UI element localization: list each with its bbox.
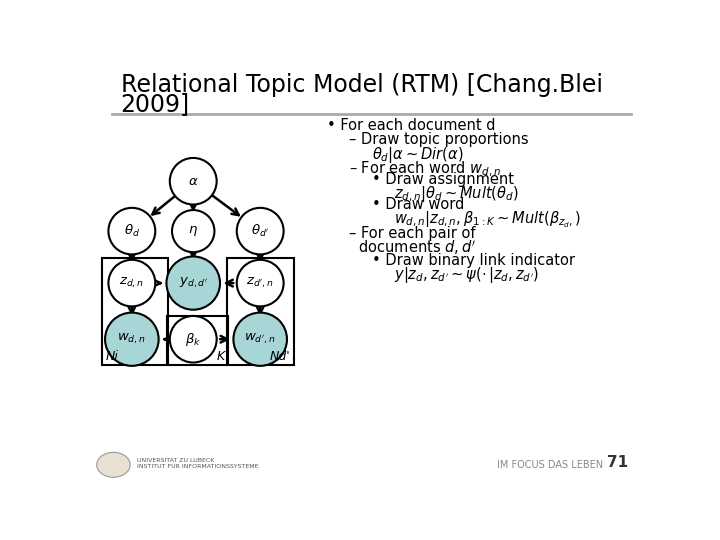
Text: $y_{d,d'}$: $y_{d,d'}$ bbox=[179, 276, 208, 290]
Ellipse shape bbox=[166, 256, 220, 310]
Text: $\beta_k$: $\beta_k$ bbox=[185, 330, 202, 348]
Ellipse shape bbox=[172, 210, 215, 252]
Text: • For each document d: • For each document d bbox=[327, 118, 495, 133]
Ellipse shape bbox=[109, 260, 156, 306]
Ellipse shape bbox=[170, 158, 217, 205]
Text: $\alpha$: $\alpha$ bbox=[188, 175, 199, 188]
Ellipse shape bbox=[109, 208, 156, 254]
Text: Ni: Ni bbox=[106, 350, 119, 363]
Ellipse shape bbox=[237, 260, 284, 306]
Text: – For each pair of: – For each pair of bbox=[349, 226, 476, 241]
Bar bbox=[228, 258, 294, 365]
Text: – Draw topic proportions: – Draw topic proportions bbox=[349, 132, 529, 147]
Ellipse shape bbox=[237, 208, 284, 254]
Text: $y|z_d, z_{d'} \sim \psi(\cdot\,|z_d, z_{d'})$: $y|z_d, z_{d'} \sim \psi(\cdot\,|z_d, z_… bbox=[394, 265, 539, 285]
Text: Relational Topic Model (RTM) [Chang.Blei: Relational Topic Model (RTM) [Chang.Blei bbox=[121, 73, 603, 97]
Text: 2009]: 2009] bbox=[121, 92, 190, 116]
Bar bbox=[102, 258, 168, 365]
Ellipse shape bbox=[233, 313, 287, 366]
Text: documents $d, d'$: documents $d, d'$ bbox=[349, 239, 477, 257]
Text: IM FOCUS DAS LEBEN: IM FOCUS DAS LEBEN bbox=[498, 460, 603, 470]
Text: • Draw word: • Draw word bbox=[372, 197, 464, 212]
Text: $w_{d,n}|z_{d,n}, \beta_{1:K} \sim Mult(\beta_{z_d,})$: $w_{d,n}|z_{d,n}, \beta_{1:K} \sim Mult(… bbox=[394, 210, 581, 230]
Text: 71: 71 bbox=[608, 455, 629, 470]
Text: • Draw assignment: • Draw assignment bbox=[372, 172, 514, 187]
Text: $w_{d',n}$: $w_{d',n}$ bbox=[245, 332, 276, 347]
Bar bbox=[167, 316, 228, 365]
Ellipse shape bbox=[170, 316, 217, 362]
Text: $z_{d,n}|\theta_d \sim Mult(\theta_d)$: $z_{d,n}|\theta_d \sim Mult(\theta_d)$ bbox=[394, 185, 519, 205]
Ellipse shape bbox=[105, 313, 158, 366]
Text: – For each word $w_{d,n}$: – For each word $w_{d,n}$ bbox=[349, 160, 502, 179]
Text: UNIVERSITAT ZU LUBECK
INSTITUT FUR INFORMATIONSSYSTEME: UNIVERSITAT ZU LUBECK INSTITUT FUR INFOR… bbox=[138, 458, 259, 469]
Text: $\eta$: $\eta$ bbox=[188, 224, 198, 238]
Circle shape bbox=[96, 453, 130, 477]
Text: • Draw binary link indicator: • Draw binary link indicator bbox=[372, 253, 575, 268]
Text: $w_{d,n}$: $w_{d,n}$ bbox=[117, 332, 146, 347]
Text: $\theta_d|\alpha \sim Dir(\alpha)$: $\theta_d|\alpha \sim Dir(\alpha)$ bbox=[372, 145, 463, 165]
Text: Nd': Nd' bbox=[270, 350, 290, 363]
Text: $z_{d,n}$: $z_{d,n}$ bbox=[120, 276, 144, 291]
Text: $\theta_d$: $\theta_d$ bbox=[124, 223, 140, 239]
Text: K: K bbox=[217, 350, 225, 363]
Text: $\theta_{d'}$: $\theta_{d'}$ bbox=[251, 223, 269, 239]
Text: $z_{d',n}$: $z_{d',n}$ bbox=[246, 276, 274, 291]
